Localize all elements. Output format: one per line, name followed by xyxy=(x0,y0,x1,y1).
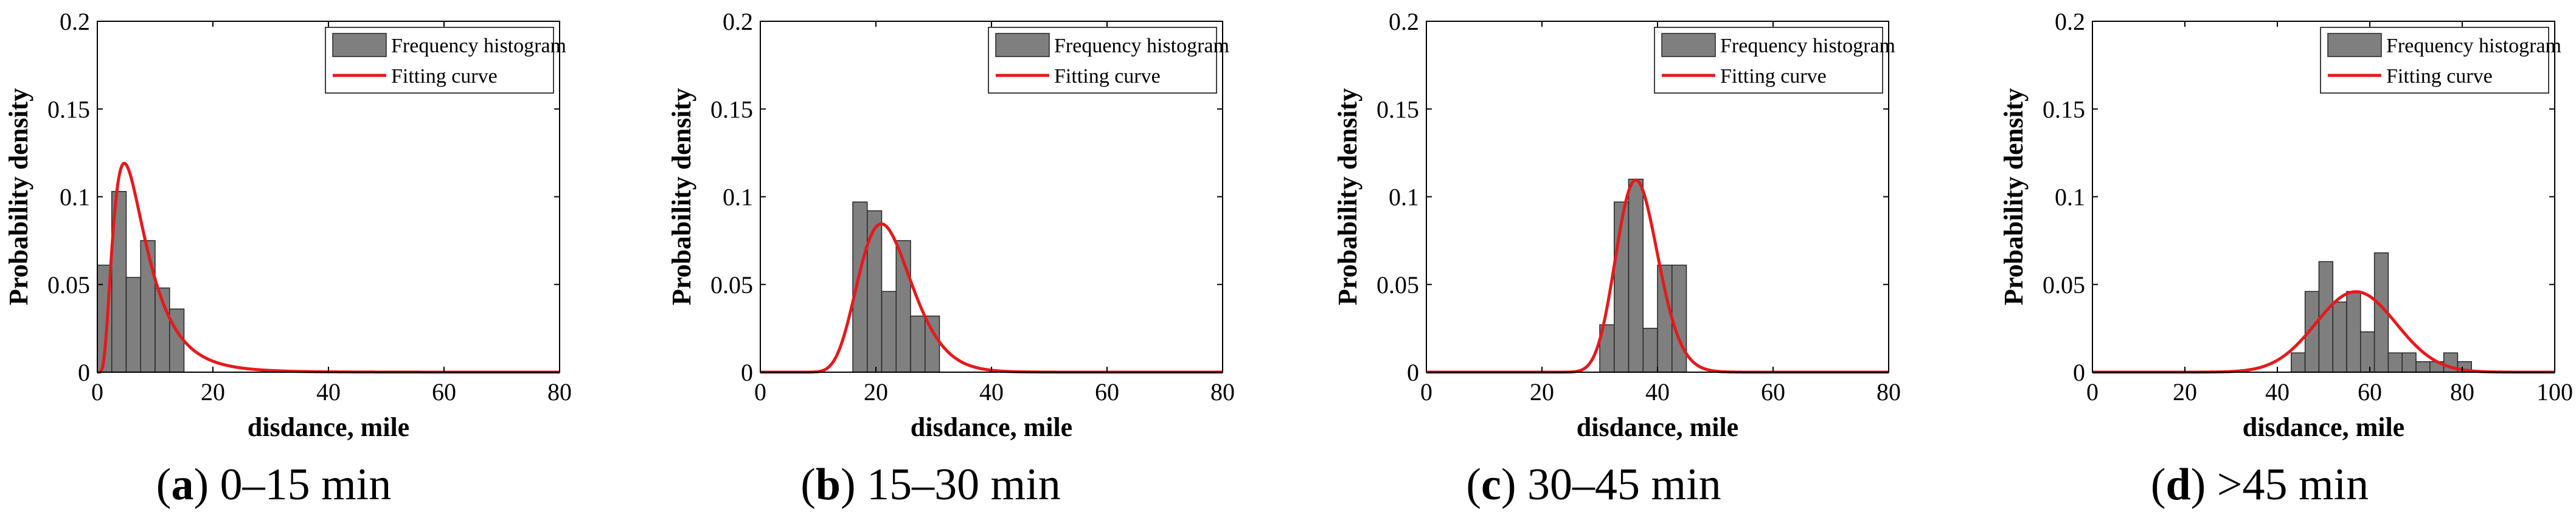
x-axis-label: disdance, mile xyxy=(248,412,409,442)
legend: Frequency histogram Fitting curve xyxy=(2320,27,2561,94)
chart-b: 0 20 40 60 80 0 0.05 0.1 0.15 0.2 disdance, mile Pr… xyxy=(667,8,1235,442)
y-tick-label: 0.15 xyxy=(710,95,753,123)
x-tick-label: 0 xyxy=(2086,378,2099,406)
y-axis-label: Probability density xyxy=(1333,88,1363,305)
legend-histogram-swatch xyxy=(332,33,387,57)
histogram-bar xyxy=(2332,301,2347,373)
histogram-bar xyxy=(1642,328,1658,373)
chart-c: 0 20 40 60 80 0 0.05 0.1 0.15 0.2 disdance, mile Pr… xyxy=(1333,8,1901,442)
legend-histogram-label: Frequency histogram xyxy=(391,35,566,57)
histogram-bar xyxy=(140,240,156,373)
legend-curve-label: Fitting curve xyxy=(1054,65,1161,88)
legend-histogram-label: Frequency histogram xyxy=(1054,35,1229,57)
x-tick-label: 60 xyxy=(2358,378,2382,406)
y-tick-label: 0.05 xyxy=(2043,271,2085,299)
histogram-bar xyxy=(1657,265,1673,373)
x-axis-label: disdance, mile xyxy=(1577,412,1738,442)
y-tick-label: 0.05 xyxy=(1377,271,1419,299)
y-tick-label: 0.15 xyxy=(1377,95,1419,123)
y-tick-label: 0.1 xyxy=(2055,184,2085,211)
y-axis-label: Probability density xyxy=(667,88,696,305)
x-tick-label: 0 xyxy=(754,378,766,406)
histogram-bar xyxy=(2291,352,2306,373)
x-tick-label: 20 xyxy=(1530,378,1554,406)
x-tick-label: 60 xyxy=(1095,378,1119,406)
x-axis-label: disdance, mile xyxy=(911,412,1072,442)
fitting-curve xyxy=(760,222,1223,374)
x-tick-label: 0 xyxy=(91,378,103,406)
histogram-bar xyxy=(2387,352,2403,373)
x-tick-label: 80 xyxy=(2450,378,2474,406)
legend-histogram-label: Frequency histogram xyxy=(2386,35,2561,57)
y-tick-label: 0.05 xyxy=(47,271,90,299)
y-tick-label: 0.1 xyxy=(60,184,90,211)
x-tick-label: 40 xyxy=(2265,378,2290,406)
histogram-bar xyxy=(1672,265,1687,373)
x-tick-label: 60 xyxy=(432,378,456,406)
legend-curve-label: Fitting curve xyxy=(391,65,498,88)
legend-histogram-swatch xyxy=(1661,33,1716,57)
x-tick-label: 40 xyxy=(1645,378,1670,406)
x-tick-label: 40 xyxy=(316,378,341,406)
legend-histogram-swatch xyxy=(2327,33,2382,57)
y-tick-label: 0.1 xyxy=(723,184,753,211)
histogram-bar xyxy=(881,291,897,373)
histogram-bar xyxy=(867,210,883,373)
y-tick-label: 0.05 xyxy=(710,271,753,299)
caption-d: (d) >45 min xyxy=(2150,460,2369,510)
chart-a: 0 20 40 60 80 0 0.05 0.1 0.15 0.2 disdance, mile Pr… xyxy=(4,8,572,442)
x-tick-label: 80 xyxy=(1210,378,1235,406)
y-tick-label: 0.15 xyxy=(47,95,90,123)
y-tick-label: 0.2 xyxy=(2055,8,2085,35)
x-tick-label: 20 xyxy=(201,378,225,406)
legend: Frequency histogram Fitting curve xyxy=(988,27,1229,94)
y-axis-label: Probability density xyxy=(1999,88,2029,305)
histogram-bars xyxy=(852,201,940,373)
x-tick-label: 20 xyxy=(2173,378,2197,406)
x-tick-label: 100 xyxy=(2536,378,2573,406)
legend-curve-label: Fitting curve xyxy=(1720,65,1827,88)
x-tick-label: 80 xyxy=(1876,378,1901,406)
x-tick-label: 80 xyxy=(547,378,572,406)
x-tick-label: 0 xyxy=(1420,378,1432,406)
legend: Frequency histogram Fitting curve xyxy=(1654,27,1895,94)
histogram-bar xyxy=(2360,331,2375,373)
x-tick-label: 20 xyxy=(864,378,888,406)
histogram-bar xyxy=(2346,291,2361,373)
y-tick-label: 0 xyxy=(1407,359,1419,386)
y-tick-label: 0 xyxy=(78,359,90,386)
caption-a: (a) 0–15 min xyxy=(156,460,392,510)
histogram-bars xyxy=(2291,252,2472,373)
histogram-bar xyxy=(2415,361,2431,373)
histogram-bar xyxy=(169,308,185,373)
y-tick-label: 0.2 xyxy=(723,8,753,35)
x-axis-label: disdance, mile xyxy=(2243,412,2404,442)
y-tick-label: 0.15 xyxy=(2043,95,2085,123)
legend: Frequency histogram Fitting curve xyxy=(325,27,566,94)
y-tick-label: 0 xyxy=(741,359,753,386)
x-tick-label: 40 xyxy=(979,378,1004,406)
histogram-bar xyxy=(125,277,141,373)
histogram-bar xyxy=(910,315,926,373)
legend-curve-label: Fitting curve xyxy=(2386,65,2493,88)
legend-histogram-label: Frequency histogram xyxy=(1720,35,1895,57)
y-tick-label: 0.1 xyxy=(1389,184,1419,211)
y-tick-label: 0.2 xyxy=(1389,8,1419,35)
caption-c: (c) 30–45 min xyxy=(1466,460,1721,510)
y-tick-label: 0 xyxy=(2073,359,2085,386)
y-tick-label: 0.2 xyxy=(60,8,90,35)
histogram-bar xyxy=(1628,178,1644,373)
y-axis-label: Probability density xyxy=(4,88,33,305)
caption-b: (b) 15–30 min xyxy=(800,460,1061,510)
histogram-bar xyxy=(2401,352,2417,373)
x-tick-label: 60 xyxy=(1761,378,1785,406)
chart-d: 0 20 40 60 80 100 0 0.05 0.1 0.15 0.2 disdance, mil… xyxy=(1999,8,2573,442)
legend-histogram-swatch xyxy=(995,33,1050,57)
